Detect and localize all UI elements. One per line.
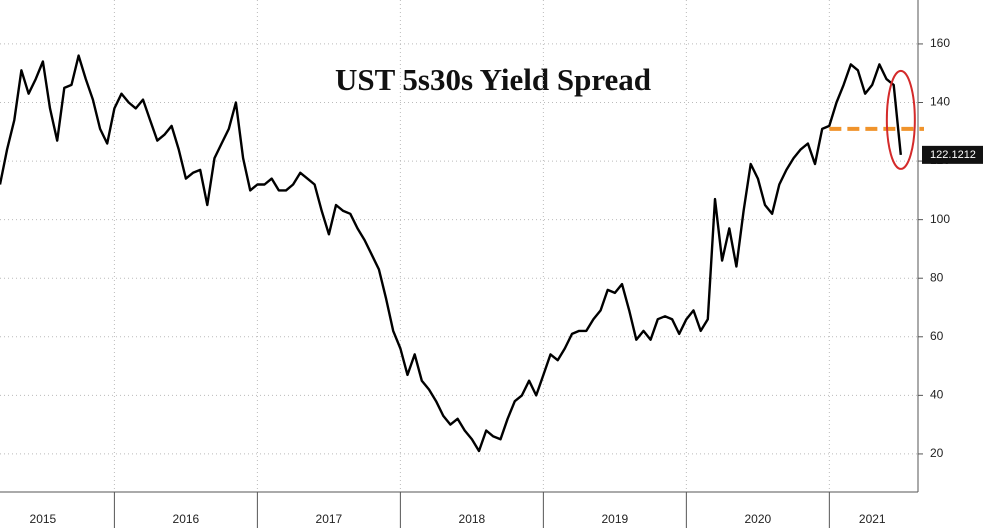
x-tick-label: 2015 <box>30 512 57 526</box>
last-value-label: 122.1212 <box>930 149 976 161</box>
y-tick-label: 60 <box>930 329 944 343</box>
x-tick-label: 2021 <box>859 512 886 526</box>
data-line <box>0 54 902 453</box>
y-tick-label: 140 <box>930 95 950 109</box>
y-tick-label: 100 <box>930 212 950 226</box>
highlight-ellipse <box>885 69 916 170</box>
x-tick-label: 2020 <box>744 512 771 526</box>
x-tick-label: 2016 <box>173 512 200 526</box>
chart-title: UST 5s30s Yield Spread <box>335 62 651 97</box>
x-tick-label: 2019 <box>602 512 629 526</box>
x-tick-label: 2017 <box>316 512 343 526</box>
y-tick-label: 40 <box>930 388 944 402</box>
y-tick-label: 80 <box>930 270 944 284</box>
last-value-box <box>922 145 983 164</box>
y-tick-label: 20 <box>930 446 944 460</box>
y-tick-label: 160 <box>930 36 950 50</box>
x-tick-label: 2018 <box>459 512 486 526</box>
